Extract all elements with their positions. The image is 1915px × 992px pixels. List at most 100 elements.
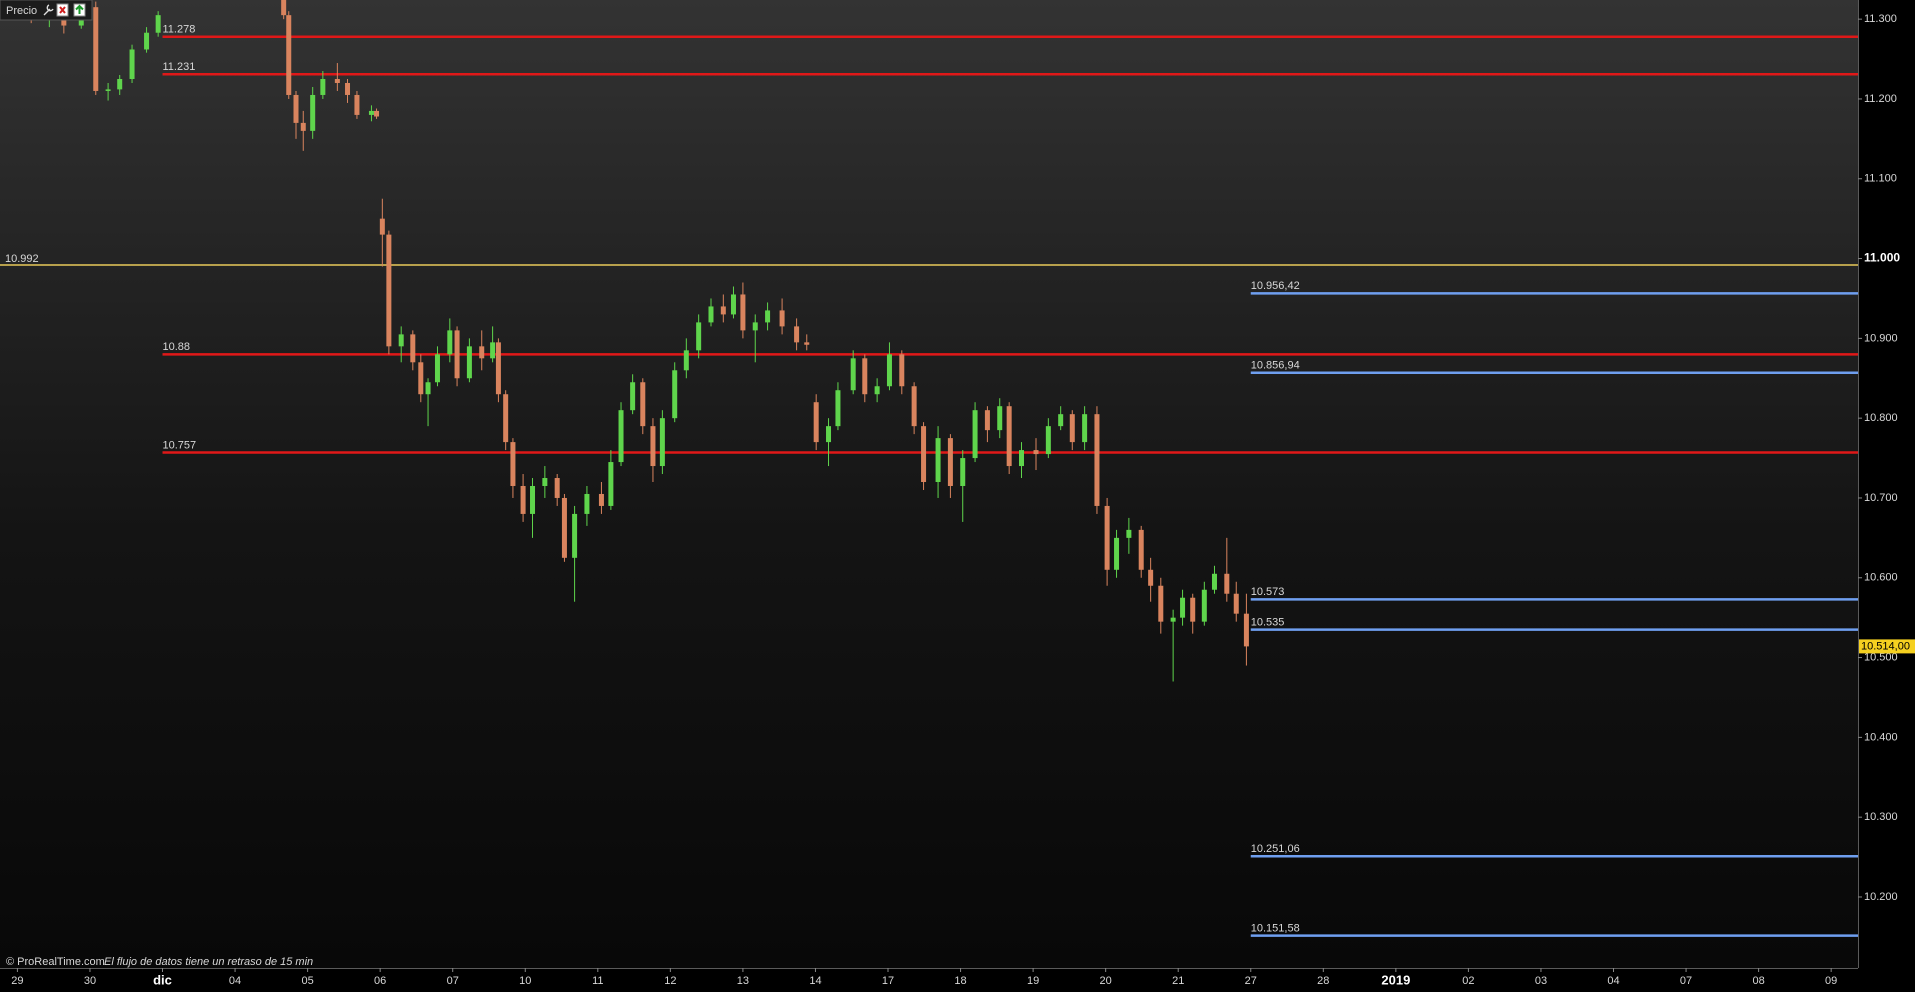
candle-body (794, 326, 800, 343)
target-label: 10.856,94 (1251, 360, 1300, 372)
settings-icon[interactable] (43, 4, 54, 16)
candle-body (1233, 593, 1239, 614)
candle-body (1104, 505, 1110, 570)
x-tick-label: 29 (11, 975, 23, 987)
candle-body (921, 426, 927, 483)
x-tick-label: 05 (301, 975, 313, 987)
last-price-tag (1859, 639, 1915, 654)
candle-body (105, 89, 111, 91)
candle-body (1045, 426, 1051, 455)
candle-body (374, 110, 380, 117)
x-tick-label: 07 (1680, 975, 1692, 987)
candle-body (1211, 573, 1217, 590)
close-icon-cross (59, 6, 66, 14)
candle-body (495, 342, 501, 395)
candle-body (720, 306, 726, 315)
candle-body (960, 458, 966, 486)
candle-body (379, 218, 385, 235)
candle-body (1138, 529, 1144, 570)
candle-body (93, 7, 99, 91)
x-tick-label: 12 (664, 975, 676, 987)
candle-body (479, 346, 485, 359)
candle-body (155, 15, 161, 33)
candle-body (572, 513, 578, 558)
y-tick-label: 10.600 (1864, 572, 1898, 584)
candle-body (708, 306, 714, 323)
candle-body (1158, 585, 1164, 622)
x-tick-label: 18 (954, 975, 966, 987)
candle-body (618, 410, 624, 463)
candle-body (418, 362, 424, 395)
x-tick-label: 21 (1172, 975, 1184, 987)
x-tick-label: 04 (1607, 975, 1619, 987)
plot-layer: 10.992 11.278 11.231 10.88 10.757 10.956,42 10… (0, 0, 1858, 937)
candle-body (850, 358, 856, 391)
x-tick-label: 17 (882, 975, 894, 987)
x-tick-label: 04 (229, 975, 241, 987)
candle-body (804, 342, 810, 345)
candle-body (490, 342, 496, 359)
candle-body (466, 346, 472, 379)
y-tick-label: 10.800 (1864, 412, 1898, 424)
x-tick-label: dic (153, 972, 172, 987)
candle-body (598, 493, 604, 506)
candle-body (117, 79, 123, 90)
candle-body (862, 358, 868, 395)
candle-body (334, 79, 340, 83)
candle-body (696, 322, 702, 351)
candle-body (1180, 597, 1186, 618)
x-tick-label: 07 (447, 975, 459, 987)
footer-source: © ProRealTime.com (6, 956, 105, 968)
candle-body (765, 310, 771, 323)
candle-body (1019, 450, 1025, 467)
candle-body (672, 370, 678, 419)
candle-body (1126, 529, 1132, 538)
x-tick-label: 02 (1462, 975, 1474, 987)
candle-body (886, 354, 892, 387)
y-tick-label: 10.900 (1864, 332, 1898, 344)
candle-body (1082, 414, 1088, 443)
candle-body (281, 0, 287, 16)
x-tick-label: 03 (1535, 975, 1547, 987)
candle-body (1224, 573, 1230, 594)
candle-body (398, 334, 404, 347)
x-tick-label: 28 (1317, 975, 1329, 987)
candle-body (1033, 450, 1039, 455)
x-tick-label: 09 (1825, 975, 1837, 987)
candle-body (300, 122, 306, 131)
candle-body (368, 110, 374, 115)
pivot-label: 10.992 (5, 253, 39, 265)
candle-body (1201, 589, 1207, 622)
candle-body (813, 402, 819, 443)
candle-body (1170, 617, 1176, 622)
y-tick-label: 10.200 (1864, 891, 1898, 903)
y-tick-label: 10.300 (1864, 811, 1898, 823)
candle-body (1058, 414, 1064, 427)
candle-body (659, 418, 665, 467)
x-tick-label: 20 (1100, 975, 1112, 987)
candle-body (1148, 569, 1154, 586)
candle-body (345, 82, 351, 95)
y-axis-background (1858, 0, 1915, 992)
candle-body (1190, 597, 1196, 622)
y-tick-label: 10.400 (1864, 731, 1898, 743)
candle-body (1069, 414, 1075, 443)
target-label: 10.535 (1251, 617, 1285, 629)
candle-body (997, 406, 1003, 431)
candle-body (520, 485, 526, 514)
y-tick-label: 11.300 (1864, 13, 1897, 25)
x-tick-label: 14 (809, 975, 821, 987)
candle-body (874, 386, 880, 395)
candle-body (354, 94, 360, 115)
resistance-label: 11.278 (163, 24, 196, 36)
candle-body (650, 426, 656, 467)
candle-body (129, 49, 135, 80)
resistance-label: 10.757 (163, 439, 197, 451)
candle-body (144, 32, 150, 50)
candle-body (554, 478, 560, 498)
candle-body (899, 354, 905, 387)
candle-body (530, 485, 536, 514)
x-tick-label: 08 (1752, 975, 1764, 987)
candle-body (740, 294, 746, 331)
